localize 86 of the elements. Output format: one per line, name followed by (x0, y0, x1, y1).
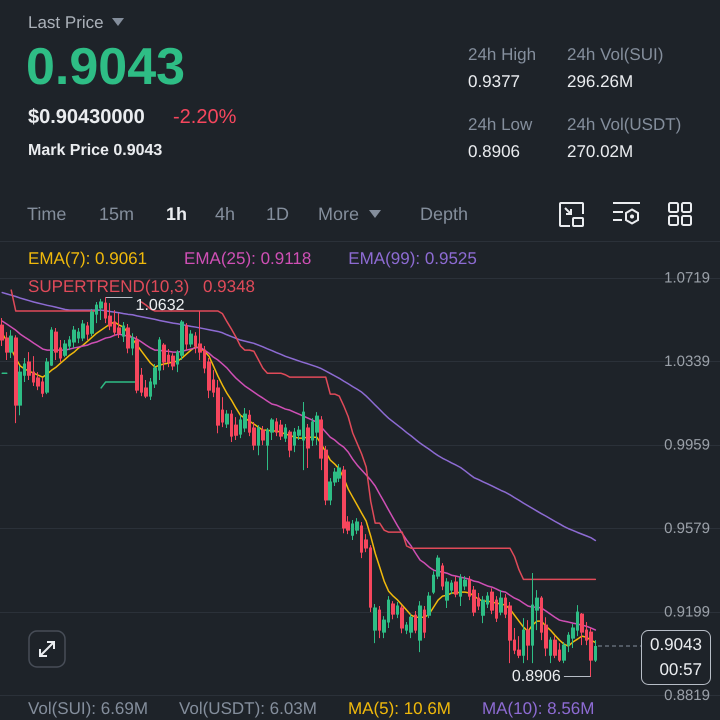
text: EMA(25): 0.9118 (184, 249, 312, 268)
chart-title: Last Price (28, 13, 104, 32)
candlestick (553, 636, 557, 659)
candlestick (185, 322, 188, 351)
candlestick (225, 410, 229, 428)
candlestick (454, 576, 458, 598)
candlestick (135, 336, 139, 394)
candlestick (14, 334, 18, 424)
candlestick (400, 604, 404, 634)
candlestick (594, 640, 597, 663)
candlestick (171, 352, 175, 371)
text: 24h Vol(SUI) (567, 45, 664, 64)
text: More (318, 204, 360, 224)
candlestick (423, 606, 426, 639)
candlestick (441, 562, 444, 591)
candlestick (337, 464, 341, 483)
candlestick (549, 636, 552, 664)
y-tick-label: 0.9959 (664, 436, 710, 454)
candlestick (81, 320, 85, 342)
candlestick (54, 327, 58, 361)
candlestick (414, 610, 417, 634)
candlestick (306, 424, 310, 468)
candlestick (284, 424, 287, 443)
candlestick (288, 430, 292, 458)
candlestick (63, 340, 67, 358)
text: 24h High (468, 45, 536, 64)
candlestick (9, 330, 13, 359)
candlestick (162, 342, 166, 371)
text: 1D (266, 204, 290, 224)
text: 00:57 (659, 660, 702, 680)
candlestick (481, 596, 485, 624)
candlestick (99, 298, 103, 321)
text: $0.90430000 (28, 106, 145, 128)
text: 15m (99, 204, 134, 224)
candlestick (72, 325, 76, 348)
text: Vol(SUI): 6.69M (28, 699, 148, 718)
candlestick (122, 322, 125, 343)
text: 24h Low (468, 115, 532, 134)
y-tick-label: 0.9579 (664, 520, 710, 538)
candlestick (315, 412, 319, 446)
candlestick (445, 578, 449, 608)
text: -2.20% (173, 106, 236, 128)
series-label: SUPERTREND(10,3) (28, 277, 190, 296)
candlestick (261, 425, 265, 446)
text: 0.9043 (26, 38, 186, 96)
text: 270.02M (567, 142, 634, 161)
candlestick (499, 590, 503, 616)
candlestick (580, 612, 584, 646)
text: Time (27, 204, 66, 224)
annotation: 0.9348 (203, 277, 255, 296)
candlestick (418, 600, 422, 653)
text: MA(5): 10.6M (348, 699, 451, 718)
candlestick (391, 600, 395, 620)
text: 24h Vol(USDT) (567, 115, 682, 134)
annotation: 0.8906 (512, 668, 561, 685)
y-tick-label: 0.8819 (664, 687, 710, 704)
y-tick-label: 0.9199 (664, 604, 710, 621)
text: MA(10): 8.56M (482, 699, 594, 718)
candlestick (342, 465, 346, 534)
text: EMA(7): 0.9061 (28, 249, 148, 268)
text: 0.9377 (468, 72, 520, 91)
text: Mark Price 0.9043 (28, 142, 162, 159)
y-tick-label: 1.0339 (664, 353, 710, 370)
candlestick (409, 614, 413, 639)
candlestick (126, 323, 130, 354)
candlestick (86, 322, 89, 341)
candlestick (373, 604, 377, 644)
candlestick (189, 330, 193, 348)
candlestick (117, 312, 121, 339)
text: 0.9043 (650, 635, 702, 654)
candlestick (378, 606, 381, 639)
text: 1h (166, 204, 188, 224)
text: 4h (215, 204, 236, 224)
candlestick (526, 620, 530, 661)
candlestick (427, 592, 431, 619)
candlestick (131, 332, 134, 356)
candlestick (396, 602, 399, 619)
candlestick (522, 618, 525, 664)
text: 296.26M (567, 72, 634, 91)
text: EMA(99): 0.9525 (348, 249, 477, 268)
y-tick-label: 1.0719 (664, 270, 710, 287)
candlestick (279, 420, 283, 441)
text: Depth (420, 204, 468, 224)
text: Vol(USDT): 6.03M (179, 699, 317, 718)
text: 0.8906 (468, 142, 520, 161)
candlestick (257, 424, 260, 456)
